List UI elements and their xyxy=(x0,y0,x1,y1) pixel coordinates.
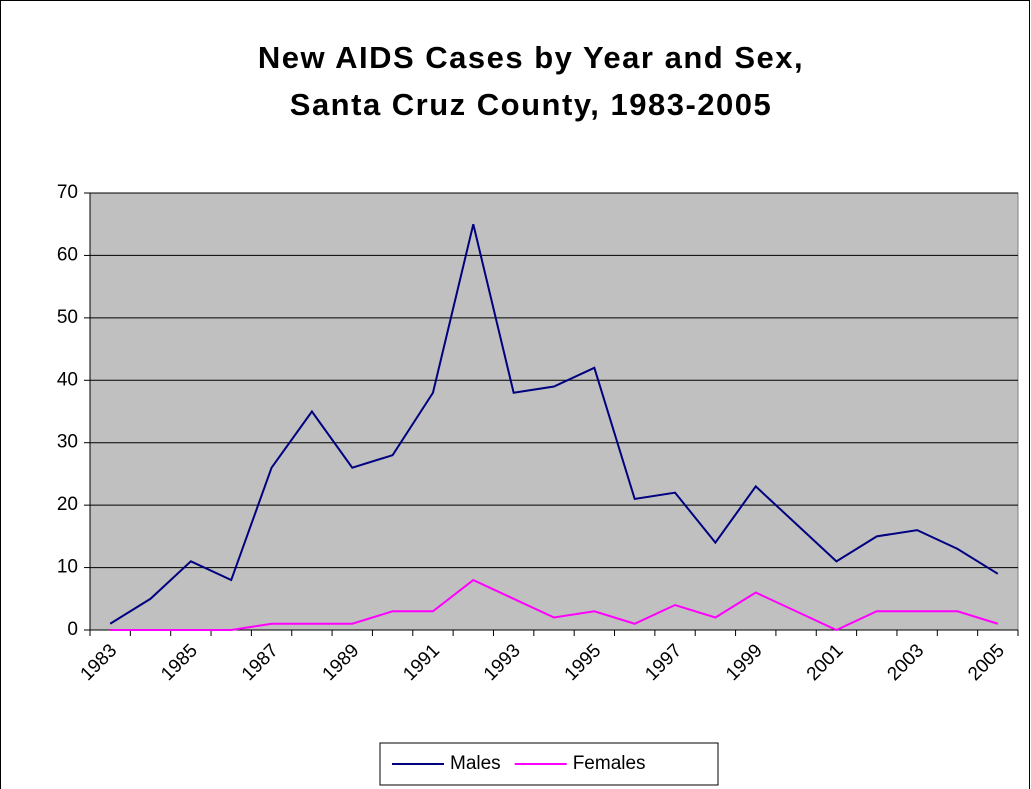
y-tick-label: 50 xyxy=(57,307,78,328)
chart-title: New AIDS Cases by Year and Sex, xyxy=(258,40,804,75)
series-line xyxy=(109,223,999,625)
y-tick-label: 20 xyxy=(57,494,78,515)
chart-title: Santa Cruz County, 1983-2005 xyxy=(290,87,772,122)
legend-label: Females xyxy=(573,753,646,774)
series-line xyxy=(110,578,999,632)
y-tick-label: 10 xyxy=(57,557,78,578)
y-tick-label: 70 xyxy=(57,182,78,203)
legend-label: Males xyxy=(450,753,501,774)
y-tick-label: 60 xyxy=(57,244,78,265)
y-tick-label: 30 xyxy=(57,432,78,453)
y-tick-label: 0 xyxy=(67,619,78,640)
y-tick-label: 40 xyxy=(57,369,78,390)
plot-area xyxy=(89,192,1019,631)
